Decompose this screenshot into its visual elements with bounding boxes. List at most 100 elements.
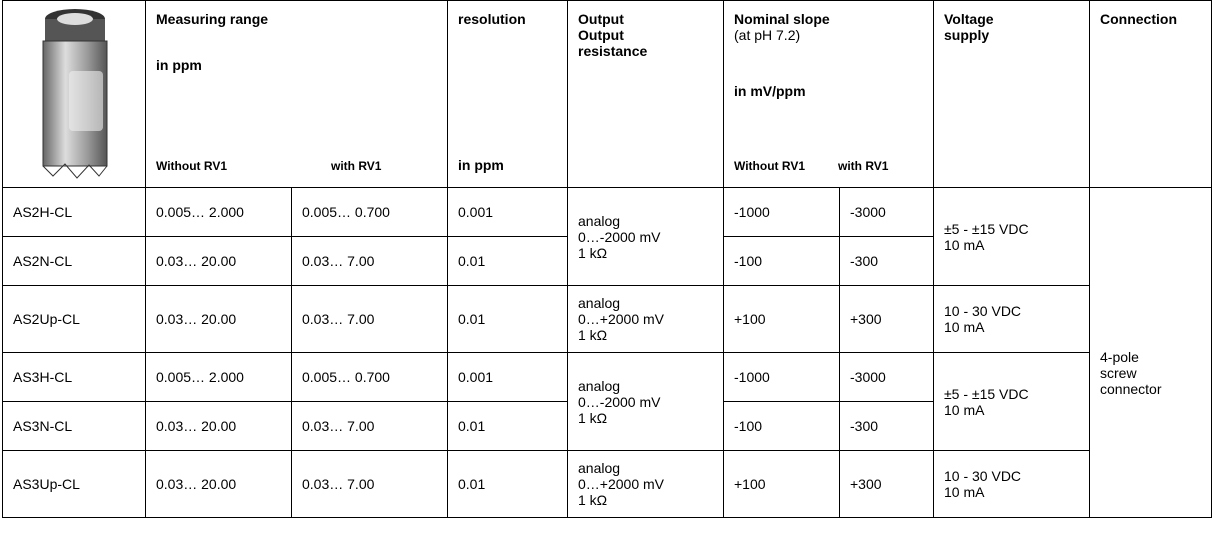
header-text: Output — [578, 11, 624, 27]
header-text: Measuring range — [156, 11, 269, 27]
output-cell: analog 0…-2000 mV 1 kΩ — [567, 187, 724, 286]
cell-line: analog — [578, 212, 621, 229]
cell-line: 10 - 30 VDC — [944, 468, 1022, 484]
header-row: Measuring range in ppm Without RV1 with … — [2, 0, 1212, 188]
cell-line: 10 - 30 VDC — [944, 303, 1022, 319]
spec-table: Measuring range in ppm Without RV1 with … — [2, 0, 1212, 518]
cell: 0.005… 0.700 — [291, 187, 448, 237]
cell: -3000 — [839, 187, 934, 237]
cell-line: ±5 - ±15 VDC — [944, 385, 1029, 402]
cell: AS3H-CL — [2, 352, 146, 402]
cell: 0.03… 20.00 — [145, 236, 292, 286]
voltage-cell: ±5 - ±15 VDC 10 mA — [933, 352, 1090, 451]
header-text: supply — [944, 27, 990, 43]
voltage-header: Voltage supply — [933, 0, 1090, 188]
cell: +300 — [839, 450, 934, 518]
cell: 0.03… 7.00 — [291, 285, 448, 353]
cell: +100 — [723, 450, 840, 518]
resolution-header: resolution in ppm — [447, 0, 568, 188]
cell-line: 10 mA — [944, 484, 985, 500]
cell: +300 — [839, 285, 934, 353]
header-text: resolution — [458, 11, 526, 27]
cell-line: 0…-2000 mV — [578, 228, 661, 245]
cell: -1000 — [723, 187, 840, 237]
cell: 0.005… 0.700 — [291, 352, 448, 402]
cell-line: 10 mA — [944, 401, 985, 418]
data-row: AS2Up-CL 0.03… 20.00 0.03… 7.00 0.01 analog 0… — [2, 285, 1212, 353]
connection-cell: 4-pole screw connector — [1089, 187, 1212, 518]
output-cell: analog 0…-2000 mV 1 kΩ — [567, 352, 724, 451]
cell-line: connector — [1100, 380, 1162, 397]
cell-line: 1 kΩ — [578, 409, 608, 426]
cell: 0.01 — [447, 236, 568, 286]
sensor-image — [42, 9, 108, 179]
voltage-cell: 10 - 30 VDC 10 mA — [933, 450, 1090, 518]
output-header: Output Output resistance — [567, 0, 724, 188]
header-text: Connection — [1100, 11, 1177, 27]
header-text: in ppm — [156, 57, 202, 73]
measuring-range-header: Measuring range in ppm Without RV1 with … — [145, 0, 448, 188]
header-text: with RV1 — [838, 159, 889, 173]
sensor-image-cell — [2, 0, 146, 188]
cell: AS2Up-CL — [2, 285, 146, 353]
cell-line: analog — [578, 295, 621, 311]
data-row: AS2N-CL 0.03… 20.00 0.03… 7.00 0.01 -100 -300 — [2, 236, 1212, 286]
cell: 0.03… 20.00 — [145, 401, 292, 451]
cell: 0.01 — [447, 285, 568, 353]
cell: AS2N-CL — [2, 236, 146, 286]
cell: 0.005… 2.000 — [145, 187, 292, 237]
data-row: AS2H-CL 0.005… 2.000 0.005… 0.700 0.001 anal… — [2, 187, 1212, 518]
cell: -300 — [839, 401, 934, 451]
cell-line: 1 kΩ — [578, 492, 608, 508]
cell: 0.001 — [447, 352, 568, 402]
cell-line: 0…+2000 mV — [578, 311, 664, 327]
cell: 0.03… 20.00 — [145, 285, 292, 353]
connection-header: Connection — [1089, 0, 1212, 188]
header-text: with RV1 — [331, 159, 382, 173]
cell-line: 1 kΩ — [578, 244, 608, 261]
data-row: AS3Up-CL 0.03… 20.00 0.03… 7.00 0.01 analog 0… — [2, 450, 1212, 518]
cell: -100 — [723, 236, 840, 286]
output-cell: analog 0…+2000 mV 1 kΩ — [567, 285, 724, 353]
cell-line: analog — [578, 377, 621, 394]
cell: 0.005… 2.000 — [145, 352, 292, 402]
header-text: Voltage — [944, 11, 994, 27]
cell-line: 0…-2000 mV — [578, 393, 661, 410]
cell-line: 10 mA — [944, 236, 985, 253]
slope-header: Nominal slope (at pH 7.2) in mV/ppm With… — [723, 0, 934, 188]
cell-line: 1 kΩ — [578, 327, 608, 343]
cell: 0.01 — [447, 450, 568, 518]
cell: AS3N-CL — [2, 401, 146, 451]
cell-line: screw — [1100, 364, 1137, 381]
output-cell: analog 0…+2000 mV 1 kΩ — [567, 450, 724, 518]
header-text: Nominal slope — [734, 11, 830, 27]
header-text: Without RV1 — [156, 159, 227, 173]
voltage-cell: 10 - 30 VDC 10 mA — [933, 285, 1090, 353]
header-text: in mV/ppm — [734, 83, 806, 99]
cell: +100 — [723, 285, 840, 353]
cell: 0.03… 7.00 — [291, 450, 448, 518]
cell-line: 4-pole — [1100, 348, 1139, 365]
cell: 0.03… 7.00 — [291, 236, 448, 286]
header-text: Without RV1 — [734, 159, 805, 173]
cell-line: 10 mA — [944, 319, 985, 335]
cell: AS2H-CL — [2, 187, 146, 237]
cell: 0.001 — [447, 187, 568, 237]
cell: -300 — [839, 236, 934, 286]
cell-line: analog — [578, 460, 621, 476]
header-text: resistance — [578, 43, 648, 59]
voltage-cell: ±5 - ±15 VDC 10 mA — [933, 187, 1090, 286]
cell: -100 — [723, 401, 840, 451]
cell-line: ±5 - ±15 VDC — [944, 220, 1029, 237]
header-text: Output — [578, 27, 624, 43]
cell: 0.03… 20.00 — [145, 450, 292, 518]
cell: -1000 — [723, 352, 840, 402]
cell: 0.03… 7.00 — [291, 401, 448, 451]
cell: -3000 — [839, 352, 934, 402]
data-row: AS3H-CL 0.005… 2.000 0.005… 0.700 0.001 anal… — [2, 352, 1212, 451]
header-text: (at pH 7.2) — [734, 27, 801, 43]
header-text: in ppm — [458, 157, 504, 173]
cell: AS3Up-CL — [2, 450, 146, 518]
cell: 0.01 — [447, 401, 568, 451]
